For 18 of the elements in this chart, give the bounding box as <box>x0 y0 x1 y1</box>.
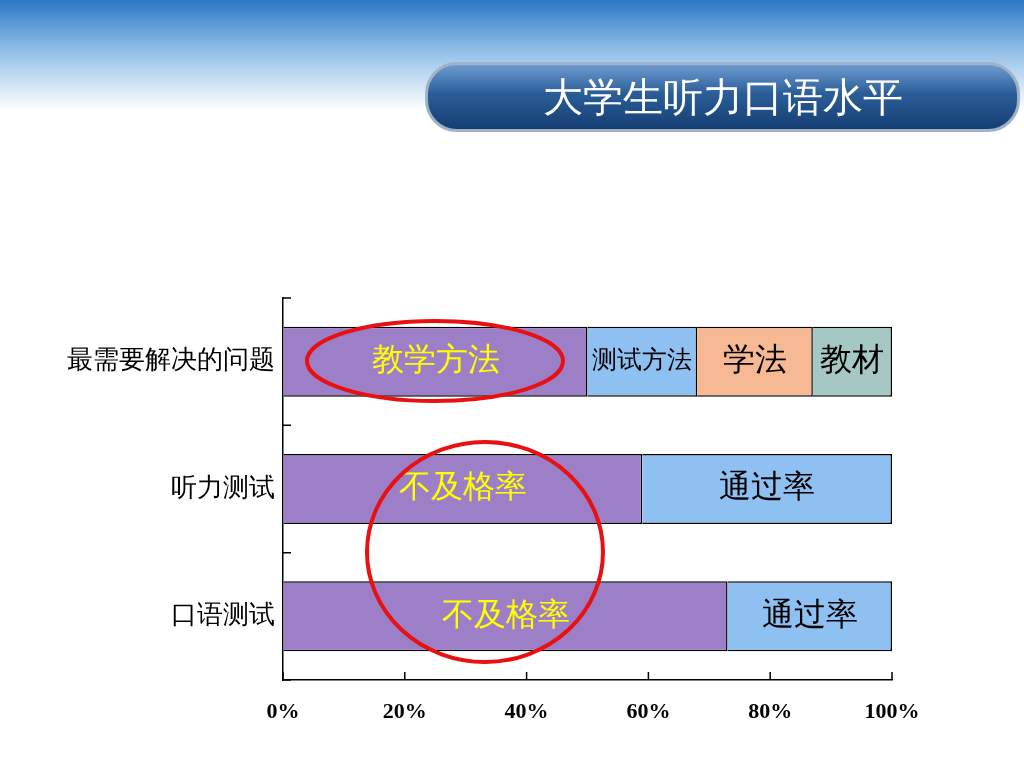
x-tick-label: 20% <box>382 697 427 723</box>
x-tick-label: 40% <box>504 697 549 723</box>
x-tick-label: 0% <box>266 697 300 723</box>
x-tick-label: 60% <box>626 697 671 723</box>
x-tick-label: 100% <box>864 697 920 723</box>
series-label: 教学方法 <box>371 341 500 378</box>
series-label: 教材 <box>820 341 885 378</box>
series-label: 通过率 <box>761 595 858 632</box>
y-tick-label: 最需要解决的问题 <box>67 345 275 375</box>
series-label: 测试方法 <box>592 345 693 374</box>
series-label: 学法 <box>722 341 787 378</box>
y-tick-label: 听力测试 <box>171 472 275 502</box>
series-label: 不及格率 <box>441 595 570 632</box>
x-tick-label: 80% <box>748 697 793 723</box>
text: 通过率 <box>719 468 816 505</box>
y-tick-label: 口语测试 <box>171 600 275 630</box>
chart-title: 大学生听力口语水平 <box>542 73 903 122</box>
text: 不及格率 <box>398 468 527 505</box>
